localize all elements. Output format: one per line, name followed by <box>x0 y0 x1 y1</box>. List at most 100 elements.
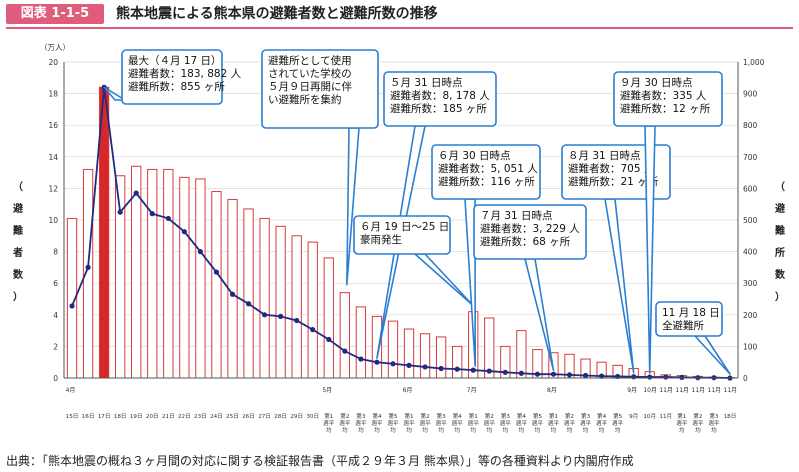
x-tick-label: 第2 <box>340 412 349 420</box>
shelter-point <box>631 374 637 380</box>
callout-box <box>353 215 451 255</box>
shelter-point <box>181 229 187 235</box>
left-axis-title-char: 者 <box>12 246 23 259</box>
month-label: 8月 <box>547 387 557 394</box>
x-tick-label: 20日 <box>146 413 159 420</box>
x-tick-label: 18日 <box>114 413 127 420</box>
x-tick-label: 均 <box>374 426 380 434</box>
shelter-point <box>534 371 541 377</box>
shelter-point <box>518 370 524 376</box>
x-tick-label: 第4 <box>517 412 527 420</box>
shelter-point <box>85 264 91 270</box>
x-tick-label: 均 <box>326 426 332 434</box>
bar <box>195 178 206 379</box>
x-tick-label: 17日 <box>98 413 111 420</box>
x-tick-label: 週平 <box>708 419 720 427</box>
shelter-point <box>229 291 236 297</box>
x-tick-label: 均 <box>470 426 476 434</box>
shelter-point <box>390 361 396 367</box>
x-tick-label: 29日 <box>290 413 303 420</box>
x-tick-label: 18日 <box>724 413 737 420</box>
right-tick-label: 1,000 <box>743 58 765 67</box>
callout-text: 全避難所 <box>662 319 704 332</box>
header-divider <box>6 27 793 29</box>
callout-text: ９月 30 日時点 <box>620 77 693 89</box>
right-tick-label: 500 <box>743 216 758 225</box>
x-tick-label: 第2 <box>565 412 574 420</box>
x-tick-label: 均 <box>599 426 605 434</box>
shelter-point <box>117 209 123 215</box>
callout-text: 避難所数：68 ヶ所 <box>480 235 571 248</box>
left-axis-unit: （万人） <box>40 43 70 52</box>
month-label: 11月 <box>708 387 722 394</box>
shelter-point <box>197 249 204 255</box>
x-tick-label: 均 <box>551 426 557 434</box>
shelter-point <box>358 356 364 362</box>
shelter-point <box>261 312 268 318</box>
x-tick-label: 均 <box>422 426 428 434</box>
x-tick-label: 第1 <box>404 412 414 420</box>
x-tick-label: 第3 <box>356 412 366 420</box>
callout-text: 避難所として使用 <box>268 54 352 67</box>
bar <box>275 225 286 379</box>
x-tick-label: 第4 <box>453 412 463 420</box>
x-tick-label: 週平 <box>516 419 528 427</box>
x-tick-label: 9月 <box>629 413 638 420</box>
bar <box>211 191 222 379</box>
x-tick-label: 週平 <box>403 419 415 427</box>
bar <box>435 336 447 379</box>
shelter-point <box>213 269 220 275</box>
right-tick-label: 700 <box>743 153 758 162</box>
x-tick-label: 週平 <box>612 419 624 427</box>
callout-box <box>121 49 223 105</box>
callout-text: い避難所を集約 <box>268 93 342 106</box>
x-tick-label: 週平 <box>339 419 351 427</box>
bar <box>163 168 174 379</box>
x-tick-label: 均 <box>679 426 685 434</box>
x-tick-label: 第1 <box>549 412 559 420</box>
shelter-point <box>406 362 412 368</box>
right-tick-label: 200 <box>743 311 758 320</box>
right-axis-title-char: 避 <box>774 202 785 215</box>
month-label: 4月 <box>66 387 76 394</box>
x-tick-label: 週平 <box>580 419 592 427</box>
right-tick-label: 0 <box>743 374 748 383</box>
bar <box>339 292 350 379</box>
x-tick-label: 第3 <box>581 412 591 420</box>
x-tick-label: 週平 <box>532 419 544 427</box>
callout-text: 避難者数：5, 051 人 <box>438 162 538 175</box>
x-tick-label: 21日 <box>162 413 175 420</box>
x-tick-label: 週平 <box>596 419 608 427</box>
right-axis-title-char: ） <box>775 290 785 303</box>
x-tick-label: 第1 <box>469 412 479 420</box>
x-tick-label: 26日 <box>242 413 255 420</box>
callout-box <box>613 71 723 127</box>
callout-text: 避難者数：8, 178 人 <box>390 89 490 102</box>
bar <box>419 333 431 379</box>
x-tick-label: 27日 <box>258 413 271 420</box>
x-tick-label: 週平 <box>468 419 480 427</box>
x-tick-label: 第3 <box>501 412 511 420</box>
x-tick-label: 第5 <box>388 412 398 420</box>
callout-pointer <box>103 86 126 101</box>
x-tick-label: 15日 <box>66 413 79 420</box>
right-tick-label: 300 <box>743 279 758 288</box>
shelter-point <box>342 348 348 354</box>
x-tick-label: 第1 <box>677 412 687 420</box>
left-tick-label: 18 <box>48 90 58 99</box>
callout-box <box>655 301 723 337</box>
bar <box>291 235 302 379</box>
x-tick-label: 週平 <box>323 419 335 427</box>
left-tick-label: 6 <box>53 279 58 288</box>
shelter-point <box>310 327 316 333</box>
callout-box <box>261 49 379 129</box>
source-note: 出典：「熊本地震の概ね３ヶ月間の対応に関する検証報告書（平成２９年３月 熊本県）… <box>6 454 634 468</box>
callout-text: 避難所数：116 ヶ所 <box>438 175 535 188</box>
month-label: 11月 <box>659 387 673 394</box>
x-tick-label: 均 <box>583 426 589 434</box>
x-tick-label: 均 <box>486 426 492 434</box>
callout-text: 避難者数：3, 229 人 <box>480 222 580 235</box>
